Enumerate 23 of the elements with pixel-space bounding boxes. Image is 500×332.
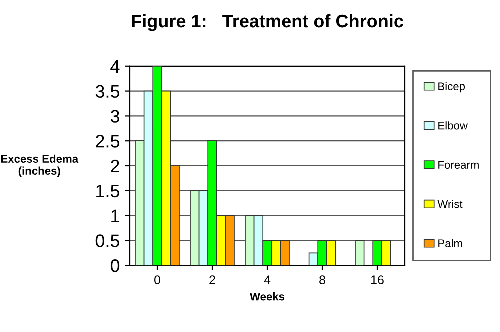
x-tick-label: 2 <box>210 276 216 284</box>
y-tick-label: 1 <box>112 210 120 222</box>
y-axis-title: Excess Edema (inches) <box>1 154 79 178</box>
x-axis-title: Weeks <box>250 292 285 301</box>
y-tick-label: 2.5 <box>96 135 120 148</box>
y-tick-label: 3 <box>110 110 120 123</box>
x-tick-label: 16 <box>372 276 384 285</box>
y-tick-label: 2 <box>111 160 120 173</box>
legend-label: Bicep <box>438 82 466 93</box>
legend-label: Wrist <box>438 200 463 208</box>
legend-label: Palm <box>438 239 462 248</box>
y-tick-label: 3.5 <box>96 85 120 98</box>
y-tick-label: 0 <box>110 260 120 272</box>
y-tick-label: 1.5 <box>96 185 120 198</box>
y-tick-label: 4 <box>110 60 120 73</box>
chart-title: Figure 1: Treatment of Chronic <box>132 14 404 32</box>
y-tick-label: 0.5 <box>96 234 120 248</box>
x-tick-label: 0 <box>154 276 160 285</box>
legend-label: Forearm <box>438 161 479 169</box>
legend-label: Elbow <box>438 122 468 130</box>
x-tick-label: 4 <box>264 276 271 284</box>
x-tick-label: 8 <box>320 276 326 285</box>
bar <box>355 240 365 266</box>
